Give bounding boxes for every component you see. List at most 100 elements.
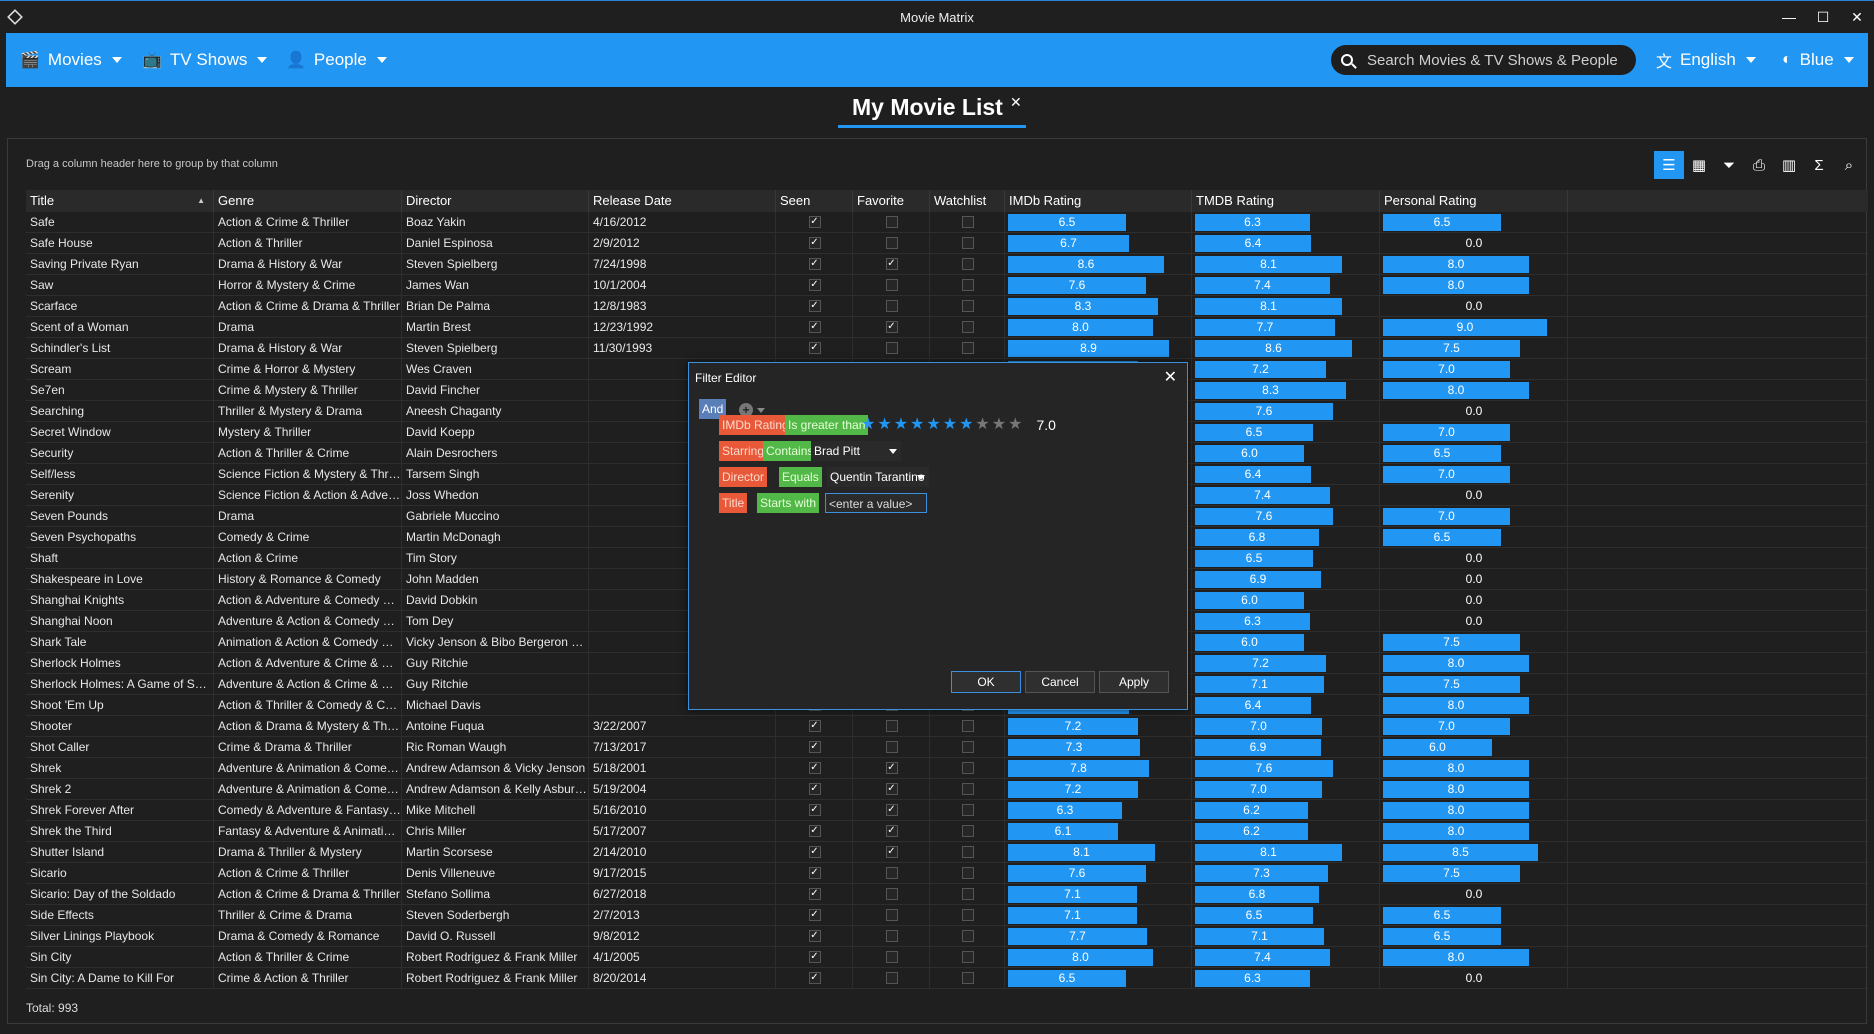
nav-tv-shows[interactable]: 📺 TV Shows bbox=[142, 47, 268, 73]
column-header[interactable]: Favorite bbox=[853, 190, 930, 212]
column-header[interactable]: TMDB Rating bbox=[1192, 190, 1380, 212]
table-row[interactable]: Safe House Action & Thriller Daniel Espino… bbox=[26, 233, 1868, 254]
watchlist-checkbox[interactable] bbox=[961, 888, 974, 900]
close-icon[interactable]: ✕ bbox=[1163, 369, 1177, 386]
seen-checkbox[interactable]: ✓ bbox=[808, 342, 821, 354]
condition-field[interactable]: IMDb Rating bbox=[719, 415, 792, 435]
watchlist-checkbox[interactable] bbox=[961, 342, 974, 354]
condition-operator[interactable]: Starts with bbox=[757, 493, 820, 513]
favorite-checkbox[interactable] bbox=[885, 888, 898, 900]
star-icon[interactable]: ★ bbox=[959, 416, 974, 433]
favorite-checkbox[interactable] bbox=[885, 342, 898, 354]
condition-operator[interactable]: Contains bbox=[763, 441, 817, 461]
group-operator-and[interactable]: And bbox=[699, 399, 727, 419]
search-input[interactable] bbox=[1367, 51, 1627, 69]
condition-operator[interactable]: Equals bbox=[779, 467, 822, 487]
condition-field[interactable]: Starring bbox=[719, 441, 768, 461]
table-row[interactable]: Sin City: A Dame to Kill For Crime & Acti… bbox=[26, 968, 1868, 989]
watchlist-checkbox[interactable] bbox=[961, 216, 974, 228]
table-row[interactable]: Schindler's List Drama & History & War Ste… bbox=[26, 338, 1868, 359]
star-icon[interactable]: ★ bbox=[877, 416, 892, 433]
seen-checkbox[interactable]: ✓ bbox=[808, 720, 821, 732]
table-row[interactable]: Shrek Adventure & Animation & Comedy &...… bbox=[26, 758, 1868, 779]
seen-checkbox[interactable]: ✓ bbox=[808, 825, 821, 837]
seen-checkbox[interactable]: ✓ bbox=[808, 846, 821, 858]
condition-value-input[interactable]: <enter a value> bbox=[825, 493, 927, 513]
table-row[interactable]: Shutter Island Drama & Thriller & Mystery… bbox=[26, 842, 1868, 863]
close-icon[interactable]: ✕ bbox=[1851, 9, 1863, 25]
column-header[interactable]: IMDb Rating bbox=[1005, 190, 1192, 212]
column-header[interactable]: Seen bbox=[776, 190, 853, 212]
chevron-down-icon[interactable] bbox=[757, 408, 765, 413]
search-box[interactable] bbox=[1331, 45, 1636, 75]
star-icon[interactable]: ★ bbox=[926, 416, 941, 433]
favorite-checkbox[interactable]: ✓ bbox=[885, 762, 898, 774]
table-row[interactable]: Sicario Action & Crime & Thriller Denis Vi… bbox=[26, 863, 1868, 884]
watchlist-checkbox[interactable] bbox=[961, 279, 974, 291]
table-row[interactable]: Saw Horror & Mystery & Crime James Wan 10/1… bbox=[26, 275, 1868, 296]
favorite-checkbox[interactable]: ✓ bbox=[885, 825, 898, 837]
condition-value-dropdown[interactable]: Brad Pitt bbox=[811, 441, 901, 461]
tab-close-icon[interactable]: ✕ bbox=[1010, 94, 1022, 110]
maximize-icon[interactable]: ☐ bbox=[1816, 9, 1830, 25]
favorite-checkbox[interactable] bbox=[885, 279, 898, 291]
minimize-icon[interactable]: — bbox=[1782, 9, 1796, 25]
tab-my-movie-list[interactable]: My Movie List ✕ bbox=[838, 92, 1026, 128]
nav-people[interactable]: 👤 People bbox=[286, 47, 387, 73]
star-icon[interactable]: ★ bbox=[991, 416, 1007, 433]
seen-checkbox[interactable]: ✓ bbox=[808, 237, 821, 249]
sort-ascending-icon[interactable]: ▲ bbox=[197, 196, 205, 205]
star-icon[interactable]: ★ bbox=[910, 416, 925, 433]
favorite-checkbox[interactable] bbox=[885, 867, 898, 879]
sum-icon[interactable]: Σ bbox=[1814, 156, 1824, 174]
watchlist-checkbox[interactable] bbox=[961, 321, 974, 333]
watchlist-checkbox[interactable] bbox=[961, 846, 974, 858]
watchlist-checkbox[interactable] bbox=[961, 909, 974, 921]
column-header[interactable]: Genre bbox=[214, 190, 402, 212]
table-row[interactable]: Sicario: Day of the Soldado Action & Crim… bbox=[26, 884, 1868, 905]
seen-checkbox[interactable]: ✓ bbox=[808, 867, 821, 879]
watchlist-checkbox[interactable] bbox=[961, 825, 974, 837]
list-view-icon[interactable]: ☰ bbox=[1654, 151, 1684, 179]
column-header[interactable]: Director bbox=[402, 190, 589, 212]
columns-icon[interactable]: ▥ bbox=[1781, 157, 1797, 174]
column-header[interactable]: Personal Rating bbox=[1380, 190, 1568, 212]
seen-checkbox[interactable]: ✓ bbox=[808, 300, 821, 312]
watchlist-checkbox[interactable] bbox=[961, 741, 974, 753]
table-row[interactable]: Scarface Action & Crime & Drama & Thrille… bbox=[26, 296, 1868, 317]
favorite-checkbox[interactable] bbox=[885, 951, 898, 963]
seen-checkbox[interactable]: ✓ bbox=[808, 762, 821, 774]
seen-checkbox[interactable]: ✓ bbox=[808, 951, 821, 963]
filter-icon[interactable]: ⏷ bbox=[1722, 156, 1735, 174]
column-header[interactable]: Release Date bbox=[589, 190, 776, 212]
seen-checkbox[interactable]: ✓ bbox=[808, 741, 821, 753]
watchlist-checkbox[interactable] bbox=[961, 237, 974, 249]
favorite-checkbox[interactable] bbox=[885, 216, 898, 228]
condition-operator[interactable]: Is greater than bbox=[785, 415, 869, 435]
condition-field[interactable]: Title bbox=[719, 493, 748, 513]
seen-checkbox[interactable]: ✓ bbox=[808, 279, 821, 291]
search-icon[interactable]: ⌕ bbox=[1844, 156, 1854, 174]
star-icon[interactable]: ★ bbox=[893, 416, 909, 433]
watchlist-checkbox[interactable] bbox=[961, 720, 974, 732]
favorite-checkbox[interactable] bbox=[885, 720, 898, 732]
table-row[interactable]: Side Effects Thriller & Crime & Drama Stev… bbox=[26, 905, 1868, 926]
table-row[interactable]: Saving Private Ryan Drama & History & War… bbox=[26, 254, 1868, 275]
star-icon[interactable]: ★ bbox=[1008, 416, 1023, 433]
favorite-checkbox[interactable] bbox=[885, 930, 898, 942]
watchlist-checkbox[interactable] bbox=[961, 783, 974, 795]
cancel-button[interactable]: Cancel bbox=[1025, 671, 1095, 693]
favorite-checkbox[interactable]: ✓ bbox=[885, 321, 898, 333]
favorite-checkbox[interactable]: ✓ bbox=[885, 258, 898, 270]
table-row[interactable]: Safe Action & Crime & Thriller Boaz Yakin 4… bbox=[26, 212, 1868, 233]
favorite-checkbox[interactable]: ✓ bbox=[885, 783, 898, 795]
favorite-checkbox[interactable] bbox=[885, 237, 898, 249]
watchlist-checkbox[interactable] bbox=[961, 972, 974, 984]
favorite-checkbox[interactable] bbox=[885, 972, 898, 984]
watchlist-checkbox[interactable] bbox=[961, 258, 974, 270]
table-row[interactable]: Sin City Action & Thriller & Crime Robert … bbox=[26, 947, 1868, 968]
favorite-checkbox[interactable] bbox=[885, 741, 898, 753]
add-condition-icon[interactable]: + bbox=[739, 403, 753, 417]
table-row[interactable]: Shot Caller Crime & Drama & Thriller Ric R… bbox=[26, 737, 1868, 758]
favorite-checkbox[interactable]: ✓ bbox=[885, 804, 898, 816]
